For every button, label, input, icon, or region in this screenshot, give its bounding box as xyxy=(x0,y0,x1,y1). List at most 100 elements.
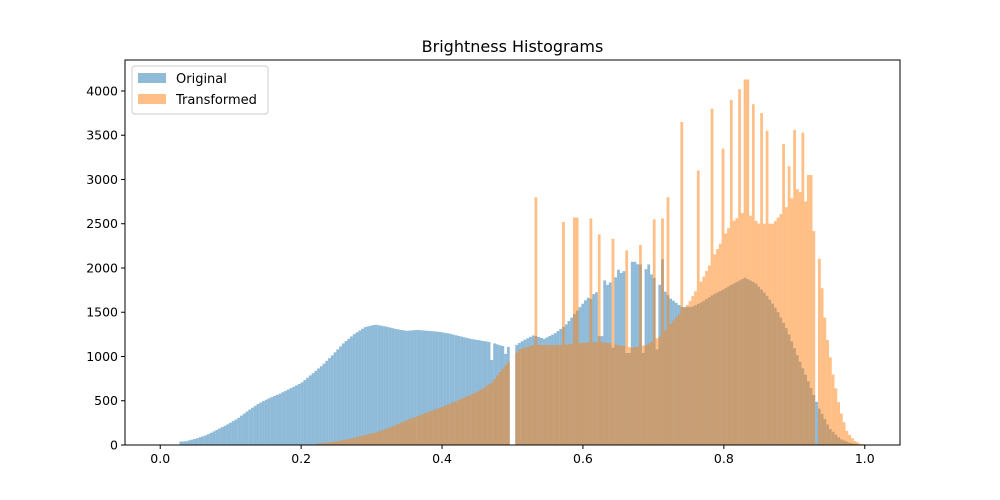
transformed-bar xyxy=(672,320,675,445)
transformed-bar xyxy=(740,213,744,445)
transformed-bar xyxy=(429,410,433,445)
transformed-bar xyxy=(795,189,799,445)
transformed-bar xyxy=(762,223,766,445)
transformed-bar xyxy=(721,148,725,445)
transformed-bar xyxy=(840,413,843,445)
transformed-bar xyxy=(361,435,364,445)
transformed-bar xyxy=(328,442,331,445)
transformed-bar xyxy=(440,406,444,445)
original-bar xyxy=(193,439,196,445)
transformed-bar xyxy=(757,223,761,445)
transformed-bar xyxy=(680,121,684,445)
original-bar xyxy=(815,401,818,445)
original-bar xyxy=(242,413,246,445)
transformed-bar xyxy=(754,220,758,445)
original-bar xyxy=(377,325,381,445)
transformed-bar xyxy=(336,441,340,445)
transformed-bar xyxy=(713,254,717,445)
transformed-bar xyxy=(317,443,320,445)
transformed-bar xyxy=(746,79,750,445)
original-bar xyxy=(418,330,422,445)
original-bar xyxy=(347,338,351,445)
x-axis: 0.0 0.2 0.4 0.6 0.8 1.0 xyxy=(150,445,875,466)
original-bar xyxy=(251,407,254,445)
transformed-bar xyxy=(630,347,634,445)
original-bar xyxy=(399,329,403,445)
legend-label-transformed: Transformed xyxy=(175,93,257,108)
transformed-bar xyxy=(567,344,571,445)
transformed-bar xyxy=(617,345,620,445)
transformed-bar xyxy=(380,430,384,445)
transformed-bar xyxy=(837,402,840,445)
original-bar xyxy=(383,326,386,445)
original-bar xyxy=(465,338,469,445)
y-tick-label: 2500 xyxy=(86,216,118,231)
transformed-bar xyxy=(677,314,681,445)
original-bar xyxy=(275,394,279,445)
transformed-bar xyxy=(435,408,439,445)
transformed-bar xyxy=(633,347,637,445)
transformed-bar xyxy=(391,426,395,445)
transformed-bar xyxy=(817,258,821,445)
transformed-bar xyxy=(603,342,607,445)
original-bar xyxy=(374,324,378,445)
x-tick-label: 0.4 xyxy=(432,451,452,466)
transformed-bar xyxy=(551,344,554,445)
transformed-bar xyxy=(377,431,381,445)
transformed-bar xyxy=(388,427,392,445)
legend-swatch-transformed xyxy=(138,94,166,104)
y-tick-label: 500 xyxy=(94,393,118,408)
transformed-bar xyxy=(644,345,648,445)
transformed-bar xyxy=(586,342,590,445)
transformed-bar xyxy=(443,405,447,445)
transformed-bar xyxy=(460,398,463,445)
transformed-bar xyxy=(773,221,777,445)
transformed-bar xyxy=(834,388,838,445)
transformed-bar xyxy=(358,436,362,445)
y-tick-label: 0 xyxy=(110,438,118,453)
original-bar xyxy=(328,358,331,445)
transformed-bar xyxy=(674,317,678,445)
transformed-bar xyxy=(322,443,326,445)
transformed-bar xyxy=(768,223,772,445)
transformed-bar xyxy=(787,166,791,445)
y-tick-label: 2000 xyxy=(86,260,118,275)
transformed-bar xyxy=(369,433,373,445)
transformed-bar xyxy=(413,417,417,445)
transformed-bar xyxy=(663,330,667,445)
transformed-bar xyxy=(559,344,563,445)
original-bar xyxy=(201,436,205,445)
original-bar xyxy=(317,368,320,445)
original-bar xyxy=(355,332,359,445)
original-bar xyxy=(259,402,263,445)
original-bar xyxy=(385,326,389,445)
x-tick-label: 0.2 xyxy=(291,451,311,466)
transformed-bar xyxy=(760,113,763,445)
original-bar xyxy=(220,427,224,445)
transformed-bar xyxy=(859,443,863,445)
original-bar xyxy=(429,331,433,445)
original-bar xyxy=(308,375,312,445)
original-bar xyxy=(179,441,183,445)
transformed-bar xyxy=(641,345,645,445)
original-bar xyxy=(190,439,194,445)
original-bar xyxy=(341,343,345,445)
original-bar xyxy=(292,386,296,445)
transformed-bar xyxy=(454,401,458,445)
transformed-bar xyxy=(529,346,532,445)
original-bar xyxy=(449,333,452,445)
transformed-bar xyxy=(457,400,461,445)
original-bar xyxy=(366,326,370,445)
transformed-bar xyxy=(732,220,736,445)
transformed-bar xyxy=(407,419,411,445)
transformed-bar xyxy=(710,108,714,446)
transformed-bar xyxy=(584,342,587,445)
original-bar xyxy=(394,328,397,445)
transformed-bar xyxy=(573,217,576,445)
transformed-bar xyxy=(779,214,783,445)
original-bar xyxy=(284,390,287,445)
original-bar xyxy=(333,352,337,445)
transformed-bar xyxy=(683,308,686,445)
transformed-bar xyxy=(325,442,329,445)
original-bar xyxy=(350,336,353,445)
